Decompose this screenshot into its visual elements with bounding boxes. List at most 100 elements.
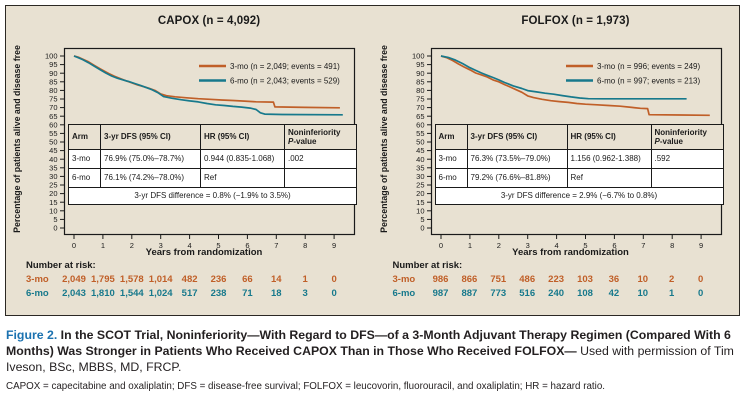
risk-value: 486 bbox=[519, 274, 536, 285]
risk-value: 866 bbox=[461, 274, 478, 285]
risk-row-label: 3-mo bbox=[392, 274, 416, 285]
risk-value: 240 bbox=[548, 288, 565, 299]
y-tick-label: 50 bbox=[416, 138, 424, 147]
y-tick-label: 70 bbox=[49, 103, 57, 112]
y-tick-label: 15 bbox=[49, 198, 57, 207]
y-tick-label: 100 bbox=[45, 52, 58, 61]
risk-value: 236 bbox=[210, 274, 227, 285]
dfs-difference-note: 3-yr DFS difference = 0.8% (−1.9% to 3.5… bbox=[68, 187, 357, 205]
y-tick-label: 95 bbox=[49, 60, 57, 69]
y-tick-label: 65 bbox=[49, 112, 57, 121]
number-at-risk-heading: Number at risk: bbox=[26, 260, 96, 271]
risk-value: 18 bbox=[271, 288, 282, 299]
y-tick-label: 100 bbox=[411, 52, 424, 61]
legend-label-6mo: 6-mo (n = 2,043; events = 529) bbox=[230, 76, 340, 85]
x-tick-label: 3 bbox=[159, 241, 163, 250]
stat-cell: 3-mo bbox=[434, 149, 468, 169]
risk-value: 238 bbox=[210, 288, 227, 299]
number-at-risk-table-folfox: 3-mo 986 866 751 486 223 103 36 10 2 0 6-mo 987 887 77… bbox=[373, 274, 740, 306]
p-value-rest: -value bbox=[293, 137, 317, 146]
figure-label: Figure 2. bbox=[6, 328, 58, 342]
risk-value: 751 bbox=[490, 274, 507, 285]
y-tick-label: 40 bbox=[416, 155, 424, 164]
x-tick-label: 8 bbox=[303, 241, 307, 250]
stat-cell: 6-mo bbox=[434, 168, 468, 188]
number-at-risk-heading: Number at risk: bbox=[392, 260, 463, 271]
legend-label-6mo: 6-mo (n = 997; events = 213) bbox=[597, 76, 701, 85]
y-tick-label: 45 bbox=[416, 146, 424, 155]
risk-value: 887 bbox=[461, 288, 478, 299]
y-axis-label: Percentage of patients alive and disease… bbox=[12, 45, 22, 233]
dfs-stats-table-capox: Arm 3-yr DFS (95% CI) HR (95% CI) Noninf… bbox=[68, 124, 357, 205]
figure-caption: Figure 2. In the SCOT Trial, Noninferior… bbox=[6, 327, 742, 375]
stat-cell: .002 bbox=[284, 149, 357, 169]
risk-value: 2,049 bbox=[62, 274, 86, 285]
x-tick-label: 6 bbox=[612, 241, 616, 250]
x-axis-label: Years from randomization bbox=[512, 247, 629, 258]
stat-cell: 79.2% (76.6%–81.8%) bbox=[466, 168, 568, 188]
y-tick-label: 60 bbox=[49, 120, 57, 129]
risk-value: 3 bbox=[302, 288, 308, 299]
km-curve-6mo bbox=[440, 55, 687, 100]
y-tick-label: 75 bbox=[49, 95, 57, 104]
y-tick-label: 55 bbox=[416, 129, 424, 138]
y-tick-label: 45 bbox=[49, 146, 57, 155]
y-tick-label: 55 bbox=[49, 129, 57, 138]
legend-label-3mo: 3-mo (n = 996; events = 249) bbox=[597, 62, 701, 71]
y-tick-label: 20 bbox=[49, 189, 57, 198]
x-tick-label: 2 bbox=[130, 241, 134, 250]
y-tick-label: 20 bbox=[416, 189, 424, 198]
x-axis-label: Years from randomization bbox=[145, 247, 263, 258]
risk-value: 773 bbox=[490, 288, 507, 299]
y-tick-label: 90 bbox=[416, 69, 424, 78]
y-tick-label: 25 bbox=[416, 181, 424, 190]
risk-row-label: 6-mo bbox=[392, 288, 416, 299]
noninferiority-label: Noninferiority bbox=[288, 127, 341, 137]
km-curve-3mo bbox=[440, 55, 710, 117]
risk-value: 1 bbox=[669, 288, 675, 299]
stat-cell bbox=[650, 168, 724, 188]
panel-title-folfox: FOLFOX (n = 1,973) bbox=[521, 15, 630, 27]
x-tick-label: 5 bbox=[583, 241, 587, 250]
risk-value: 1,014 bbox=[148, 274, 173, 285]
risk-value: 71 bbox=[242, 288, 253, 299]
risk-value: 1,544 bbox=[119, 288, 144, 299]
x-tick-label: 0 bbox=[438, 241, 442, 250]
stat-cell: Ref bbox=[200, 168, 285, 188]
y-tick-label: 60 bbox=[416, 120, 424, 129]
risk-value: 987 bbox=[432, 288, 449, 299]
risk-value: 0 bbox=[331, 288, 337, 299]
risk-value: 1 bbox=[302, 274, 308, 285]
abbreviation-footnote: CAPOX = capecitabine and oxaliplatin; DF… bbox=[6, 381, 605, 392]
p-value-rest: -value bbox=[659, 137, 683, 146]
stat-cell: 3-mo bbox=[68, 149, 101, 169]
y-tick-label: 85 bbox=[416, 77, 424, 86]
risk-value: 1,578 bbox=[119, 274, 144, 285]
risk-value: 482 bbox=[181, 274, 198, 285]
y-tick-label: 40 bbox=[49, 155, 57, 164]
risk-row-3-mo: 3-mo 986 866 751 486 223 103 36 10 2 0 bbox=[373, 274, 740, 287]
risk-row-3-mo: 3-mo 2,049 1,795 1,578 1,014 482 236 66 14 1 0 bbox=[6, 274, 373, 287]
risk-value: 0 bbox=[697, 274, 704, 285]
x-tick-label: 7 bbox=[641, 241, 645, 250]
risk-value: 66 bbox=[242, 274, 253, 285]
risk-value: 103 bbox=[577, 274, 593, 285]
x-tick-label: 0 bbox=[72, 241, 76, 250]
col-header-hr: HR (95% CI) bbox=[566, 124, 652, 150]
risk-value: 108 bbox=[577, 288, 593, 299]
risk-value: 42 bbox=[608, 288, 620, 299]
stat-cell bbox=[284, 168, 357, 188]
p-italic: P bbox=[654, 137, 660, 146]
risk-row-6-mo: 6-mo 2,043 1,810 1,544 1,024 517 238 71 18 3 0 bbox=[6, 288, 373, 301]
col-header-arm: Arm bbox=[68, 124, 101, 150]
y-axis-label: Percentage of patients alive and disease… bbox=[378, 45, 389, 233]
x-tick-label: 1 bbox=[101, 241, 105, 250]
x-tick-label: 4 bbox=[554, 241, 558, 250]
risk-value: 14 bbox=[271, 274, 282, 285]
x-tick-label: 6 bbox=[245, 241, 249, 250]
risk-value: 10 bbox=[637, 274, 649, 285]
y-tick-label: 50 bbox=[49, 138, 57, 147]
y-tick-label: 30 bbox=[416, 172, 424, 181]
km-curve-6mo bbox=[73, 55, 343, 116]
stat-cell: 76.3% (73.5%–79.0%) bbox=[466, 149, 568, 169]
